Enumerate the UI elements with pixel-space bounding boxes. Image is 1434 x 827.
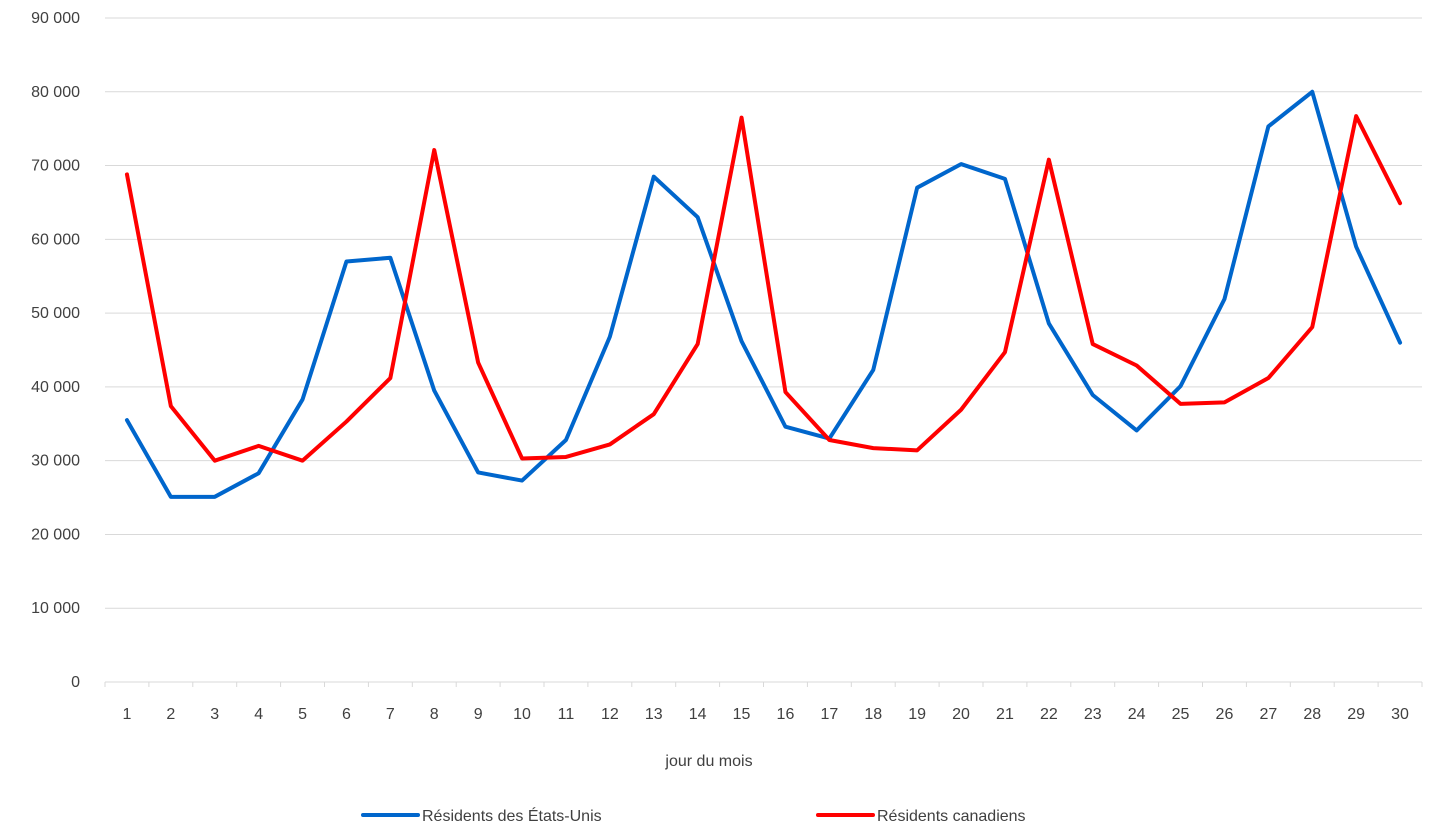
x-tick-label: 9	[474, 706, 483, 723]
x-tick-label: 4	[254, 706, 263, 723]
x-tick-label: 18	[864, 706, 882, 723]
y-tick-label: 70 000	[31, 158, 80, 175]
x-axis-title: jour du mois	[664, 753, 752, 770]
x-tick-label: 25	[1172, 706, 1190, 723]
x-tick-label: 22	[1040, 706, 1058, 723]
y-axis-labels: 0 10 000 20 000 30 000 40 000 50 000 60 000 70 …	[31, 10, 80, 691]
x-tick-label: 17	[820, 706, 838, 723]
legend: Résidents des États-Unis Résidents canadi…	[361, 806, 1026, 825]
y-tick-label: 40 000	[31, 379, 80, 396]
x-tick-label: 7	[386, 706, 395, 723]
y-tick-label: 80 000	[31, 84, 80, 101]
x-tick-label: 28	[1303, 706, 1321, 723]
x-tick-label: 23	[1084, 706, 1102, 723]
x-tick-label: 15	[733, 706, 751, 723]
y-tick-label: 50 000	[31, 305, 80, 322]
x-tick-label: 5	[298, 706, 307, 723]
series-line-2	[124, 114, 1403, 463]
x-tick-label: 12	[601, 706, 619, 723]
x-tick-label: 1	[122, 706, 131, 723]
x-tick-label: 20	[952, 706, 970, 723]
x-axis-labels: 1 2 3 4 5 6 7 8 9 10 11 12 13 14 15 16 17 18 19 20 21 22 23 24 2…	[122, 706, 1409, 723]
y-tick-label: 60 000	[31, 231, 80, 248]
x-tick-label: 3	[210, 706, 219, 723]
x-tick-label: 30	[1391, 706, 1409, 723]
x-tick-label: 19	[908, 706, 926, 723]
y-tick-label: 30 000	[31, 453, 80, 470]
legend-label: Résidents des États-Unis	[422, 806, 602, 825]
x-axis	[104, 681, 1423, 687]
series-line-1	[124, 89, 1403, 499]
x-tick-label: 26	[1216, 706, 1234, 723]
y-tick-label: 10 000	[31, 600, 80, 617]
x-tick-label: 2	[166, 706, 175, 723]
x-tick-label: 21	[996, 706, 1014, 723]
y-tick-label: 20 000	[31, 526, 80, 543]
x-tick-label: 6	[342, 706, 351, 723]
x-tick-label: 24	[1128, 706, 1146, 723]
y-tick-label: 90 000	[31, 10, 80, 27]
x-tick-label: 10	[513, 706, 531, 723]
x-tick-label: 14	[689, 706, 707, 723]
x-tick-label: 16	[777, 706, 795, 723]
y-tick-label: 0	[71, 674, 80, 691]
x-tick-label: 8	[430, 706, 439, 723]
series-lines	[124, 89, 1403, 499]
gridlines	[105, 17, 1422, 609]
x-tick-label: 13	[645, 706, 663, 723]
legend-label: Résidents canadiens	[877, 808, 1026, 825]
x-tick-label: 11	[558, 706, 575, 723]
x-tick-label: 29	[1347, 706, 1365, 723]
x-tick-label: 27	[1259, 706, 1277, 723]
